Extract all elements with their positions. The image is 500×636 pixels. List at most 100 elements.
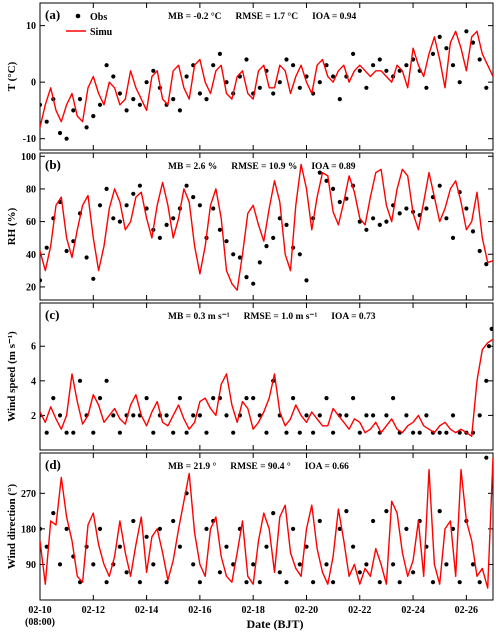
y-axis-label: Wind speed (m s⁻¹): [6, 331, 18, 422]
obs-point: [224, 80, 229, 85]
sim-series-line: [40, 457, 493, 589]
obs-point: [144, 534, 149, 539]
obs-point: [486, 344, 492, 349]
obs-point: [137, 580, 142, 585]
stat-mb: MB = 21.9 °: [168, 461, 216, 472]
obs-point: [231, 430, 236, 435]
obs-point: [217, 227, 222, 232]
obs-point: [171, 430, 176, 435]
obs-point: [171, 518, 176, 524]
obs-point: [331, 74, 336, 79]
y-tick-label: 90: [26, 560, 36, 571]
obs-point: [124, 108, 129, 113]
stats-text: MB = 2.6 % RMSE = 10.9 % IOA = 0.89: [168, 162, 356, 172]
obs-point: [191, 562, 196, 567]
legend-obs-label: Obs: [90, 12, 107, 23]
obs-point: [489, 326, 493, 331]
obs-point: [164, 222, 169, 227]
obs-point: [44, 245, 49, 250]
obs-point: [91, 276, 96, 281]
x-tick-label: 02-10: [28, 605, 51, 616]
obs-point: [184, 74, 189, 79]
obs-point: [404, 413, 409, 418]
stat-mb: MB = 2.6 %: [168, 162, 217, 172]
obs-point: [104, 580, 109, 585]
obs-point: [71, 430, 76, 435]
obs-point: [131, 97, 136, 102]
obs-point: [144, 80, 149, 85]
obs-point: [157, 526, 162, 532]
legend-obs-marker: [75, 13, 81, 19]
obs-point: [417, 430, 422, 435]
obs-point: [64, 136, 69, 141]
obs-point: [91, 114, 96, 119]
obs-point: [244, 275, 249, 280]
obs-point: [337, 526, 342, 532]
obs-point: [151, 562, 156, 567]
obs-point: [204, 430, 209, 435]
obs-point: [57, 413, 63, 418]
obs-point: [311, 430, 316, 435]
obs-point: [351, 396, 356, 401]
panel: 2 4 6 Wind speed (m s⁻¹) (c) MB = 0.3 m s⁻¹ RM…: [6, 302, 494, 451]
obs-point: [171, 97, 176, 102]
obs-point: [391, 396, 396, 401]
sim-series-line: [40, 338, 493, 437]
obs-point: [117, 544, 122, 549]
obs-point: [271, 510, 276, 516]
x-axis: 02-10(08:00) 02-12 02-14 02-16 02-18 02-20 02-…: [25, 605, 478, 628]
obs-point: [224, 413, 229, 418]
obs-point: [91, 562, 96, 567]
obs-point: [371, 63, 376, 68]
obs-point: [450, 235, 456, 240]
y-axis-label: T (°C): [6, 61, 18, 91]
obs-point: [317, 413, 322, 418]
obs-point: [457, 580, 462, 585]
obs-point: [364, 85, 369, 90]
obs-point: [244, 396, 249, 401]
obs-point: [131, 191, 136, 196]
obs-point: [391, 562, 396, 567]
obs-point: [40, 278, 43, 283]
obs-point: [44, 119, 49, 124]
y-tick-label: 2: [31, 411, 36, 422]
obs-point: [264, 430, 269, 435]
stat-ioa: IOA = 0.66: [305, 462, 349, 472]
plot-area: [40, 455, 493, 589]
obs-point: [137, 183, 142, 188]
obs-point: [251, 562, 256, 567]
obs-point: [64, 430, 69, 435]
x-axis-title: Date (BJT): [247, 617, 304, 631]
panel-label: (b): [45, 157, 61, 172]
obs-point: [124, 570, 129, 575]
obs-point: [284, 430, 289, 435]
obs-point: [377, 580, 382, 585]
obs-point: [291, 396, 296, 401]
obs-point: [411, 430, 416, 435]
panel-label: (d): [45, 457, 61, 472]
obs-point: [331, 186, 336, 191]
obs-point: [311, 580, 316, 585]
obs-point: [277, 570, 282, 575]
obs-point: [344, 413, 349, 418]
obs-point: [84, 255, 89, 260]
obs-point: [371, 518, 376, 524]
obs-point: [104, 378, 109, 383]
obs-point: [377, 57, 382, 62]
obs-point: [477, 248, 482, 254]
obs-point: [304, 544, 309, 549]
obs-point: [284, 57, 289, 62]
obs-point: [111, 74, 116, 79]
obs-point: [217, 51, 222, 57]
obs-point: [364, 227, 369, 232]
obs-point: [71, 108, 76, 113]
obs-point: [64, 526, 69, 532]
x-tick-label: 02-12: [82, 605, 105, 616]
obs-point: [77, 378, 83, 383]
y-tick-label: 100: [21, 152, 36, 163]
obs-point: [171, 216, 176, 221]
obs-point: [111, 413, 116, 418]
y-axis-label: Wind direction (°): [6, 484, 18, 570]
